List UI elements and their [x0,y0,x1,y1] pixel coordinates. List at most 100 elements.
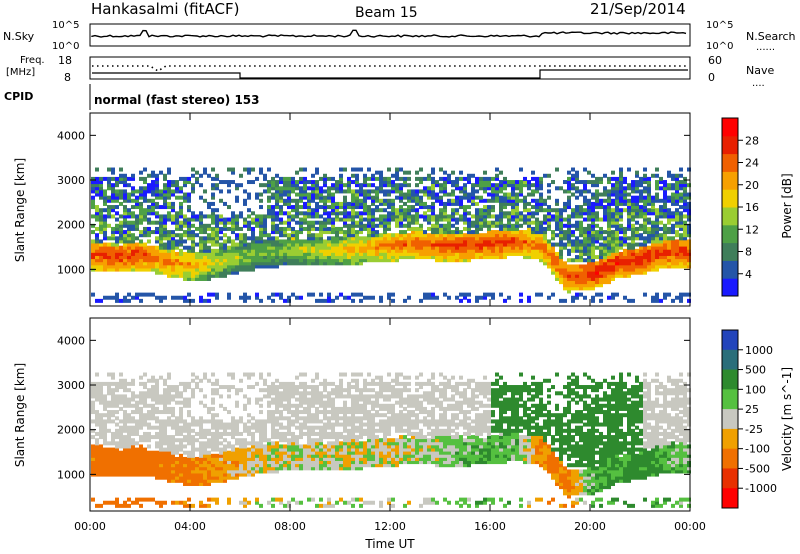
velocity-cell [103,400,107,405]
power-cell [679,264,683,269]
power-cell [407,223,411,228]
power-cell [595,270,599,275]
velocity-cell [195,475,199,480]
power-cell [407,236,411,241]
velocity-cell [127,428,131,433]
power-cell [323,220,327,225]
power-cell [263,233,267,238]
power-cell [659,208,663,213]
power-cell [651,236,655,241]
velocity-cell [235,475,239,480]
power-cell [255,242,259,247]
velocity-cell [283,466,287,471]
power-cell [579,239,583,244]
power-cell [667,239,671,244]
power-cell [291,186,295,191]
power-cell [475,217,479,222]
power-cell [295,239,299,244]
power-cell [151,264,155,269]
power-cell [587,239,591,244]
power-cell [611,223,615,228]
power-cell [643,195,647,200]
power-cell [155,267,159,272]
power-cell [631,226,635,231]
power-cell [355,255,359,260]
velocity-cell [175,456,179,461]
velocity-cell [243,472,247,477]
power-cell [403,170,407,175]
power-cell [595,176,599,181]
power-cell [187,248,191,253]
power-cell [559,242,563,247]
power-cell [339,292,343,297]
power-cell [135,251,139,256]
power-cell [507,239,511,244]
power-cell [315,189,319,194]
power-cell [399,220,403,225]
velocity-cell [279,456,283,461]
power-cell [343,217,347,222]
velocity-cell [115,441,119,446]
velocity-cell [219,419,223,424]
power-cell [351,242,355,247]
power-cell [187,270,191,275]
power-cell [431,217,435,222]
velocity-cell [207,441,211,446]
velocity-cell [143,394,147,399]
power-cell [95,167,99,172]
velocity-cell [291,385,295,390]
velocity-cell [107,450,111,455]
power-cell [599,245,603,250]
velocity-cell [107,428,111,433]
velocity-cell [231,469,235,474]
power-cell [115,251,119,256]
power-cell [195,170,199,175]
power-cell [655,255,659,260]
power-cell [327,298,331,303]
power-cell [659,236,663,241]
velocity-cell [267,419,271,424]
velocity-cell [227,444,231,449]
power-cell [427,208,431,213]
power-cell [111,226,115,231]
velocity-cell [275,466,279,471]
power-cell [103,192,107,197]
velocity-cell [119,453,123,458]
velocity-cell [235,403,239,408]
velocity-cell [259,422,263,427]
power-cell [271,183,275,188]
power-cell [391,189,395,194]
power-cell [631,217,635,222]
velocity-cell [267,500,271,505]
power-cell [163,223,167,228]
velocity-cell [295,385,299,390]
power-cell [635,255,639,260]
velocity-cell [167,397,171,402]
velocity-cell [235,441,239,446]
power-cell [487,248,491,253]
velocity-cell [163,391,167,396]
power-cell [331,217,335,222]
velocity-cell [139,400,143,405]
power-cell [615,270,619,275]
velocity-cell [227,441,231,446]
power-cell [375,242,379,247]
velocity-cell [211,406,215,411]
power-cell [599,251,603,256]
velocity-cell [107,460,111,465]
power-cell [383,217,387,222]
power-cell [163,270,167,275]
velocity-cell [227,394,231,399]
power-cell [343,214,347,219]
power-cell [575,273,579,278]
power-cell [203,255,207,260]
power-cell [111,230,115,235]
power-cell [495,230,499,235]
power-cell [627,167,631,172]
power-cell [543,220,547,225]
velocity-cell [139,469,143,474]
power-cell [199,276,203,281]
power-cell [143,217,147,222]
power-cell [371,248,375,253]
velocity-cell [251,463,255,468]
